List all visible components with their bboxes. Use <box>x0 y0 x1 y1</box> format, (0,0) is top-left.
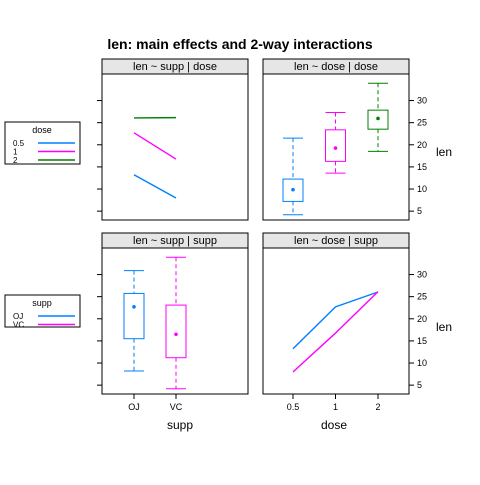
box-0_5 <box>283 138 303 215</box>
median-dot <box>334 146 338 150</box>
strip-label: len ~ supp | supp <box>133 235 217 247</box>
x-tick-label: OJ <box>128 402 140 412</box>
legend-title: supp <box>32 298 52 308</box>
box-OJ <box>124 271 144 371</box>
x-tick-label: 1 <box>333 402 338 412</box>
box-VC <box>166 257 186 388</box>
x-axis-label-supp: supp <box>167 418 193 432</box>
legend-label: VC <box>13 321 24 330</box>
median-dot <box>376 117 380 121</box>
y-tick-label: 25 <box>417 292 427 302</box>
box-iqr <box>124 293 144 338</box>
series-line-0_5 <box>134 175 176 198</box>
median-dot <box>132 305 136 309</box>
y-tick-label: 5 <box>417 380 422 390</box>
y-axis-label-top: len <box>436 145 452 159</box>
median-dot <box>291 188 295 192</box>
y-tick-label: 10 <box>417 184 427 194</box>
y-axis-label-bottom: len <box>436 320 452 334</box>
y-tick-label: 10 <box>417 358 427 368</box>
box-1 <box>326 112 346 173</box>
box-2 <box>368 83 388 151</box>
legend-label: 2 <box>13 156 18 165</box>
series-line-OJ <box>293 292 378 349</box>
series-line-1 <box>134 133 176 159</box>
x-tick-label: VC <box>170 402 183 412</box>
legend-title: dose <box>32 125 52 135</box>
series-line-VC <box>293 292 378 372</box>
x-axis-label-dose: dose <box>321 418 347 432</box>
panel-frame <box>263 248 409 394</box>
y-tick-label: 30 <box>417 96 427 106</box>
chart-title: len: main effects and 2-way interactions <box>107 36 373 52</box>
y-tick-label: 25 <box>417 118 427 128</box>
y-tick-label: 5 <box>417 206 422 216</box>
strip-label: len ~ supp | dose <box>133 61 217 73</box>
y-tick-label: 20 <box>417 140 427 150</box>
x-tick-label: 2 <box>375 402 380 412</box>
box-iqr <box>326 130 346 162</box>
y-tick-label: 15 <box>417 336 427 346</box>
x-tick-label: 0.5 <box>287 402 300 412</box>
y-tick-label: 15 <box>417 162 427 172</box>
strip-label: len ~ dose | dose <box>294 61 378 73</box>
y-tick-label: 20 <box>417 314 427 324</box>
median-dot <box>174 332 178 336</box>
y-tick-label: 30 <box>417 270 427 280</box>
box-iqr <box>166 305 186 358</box>
strip-label: len ~ dose | supp <box>294 235 378 247</box>
